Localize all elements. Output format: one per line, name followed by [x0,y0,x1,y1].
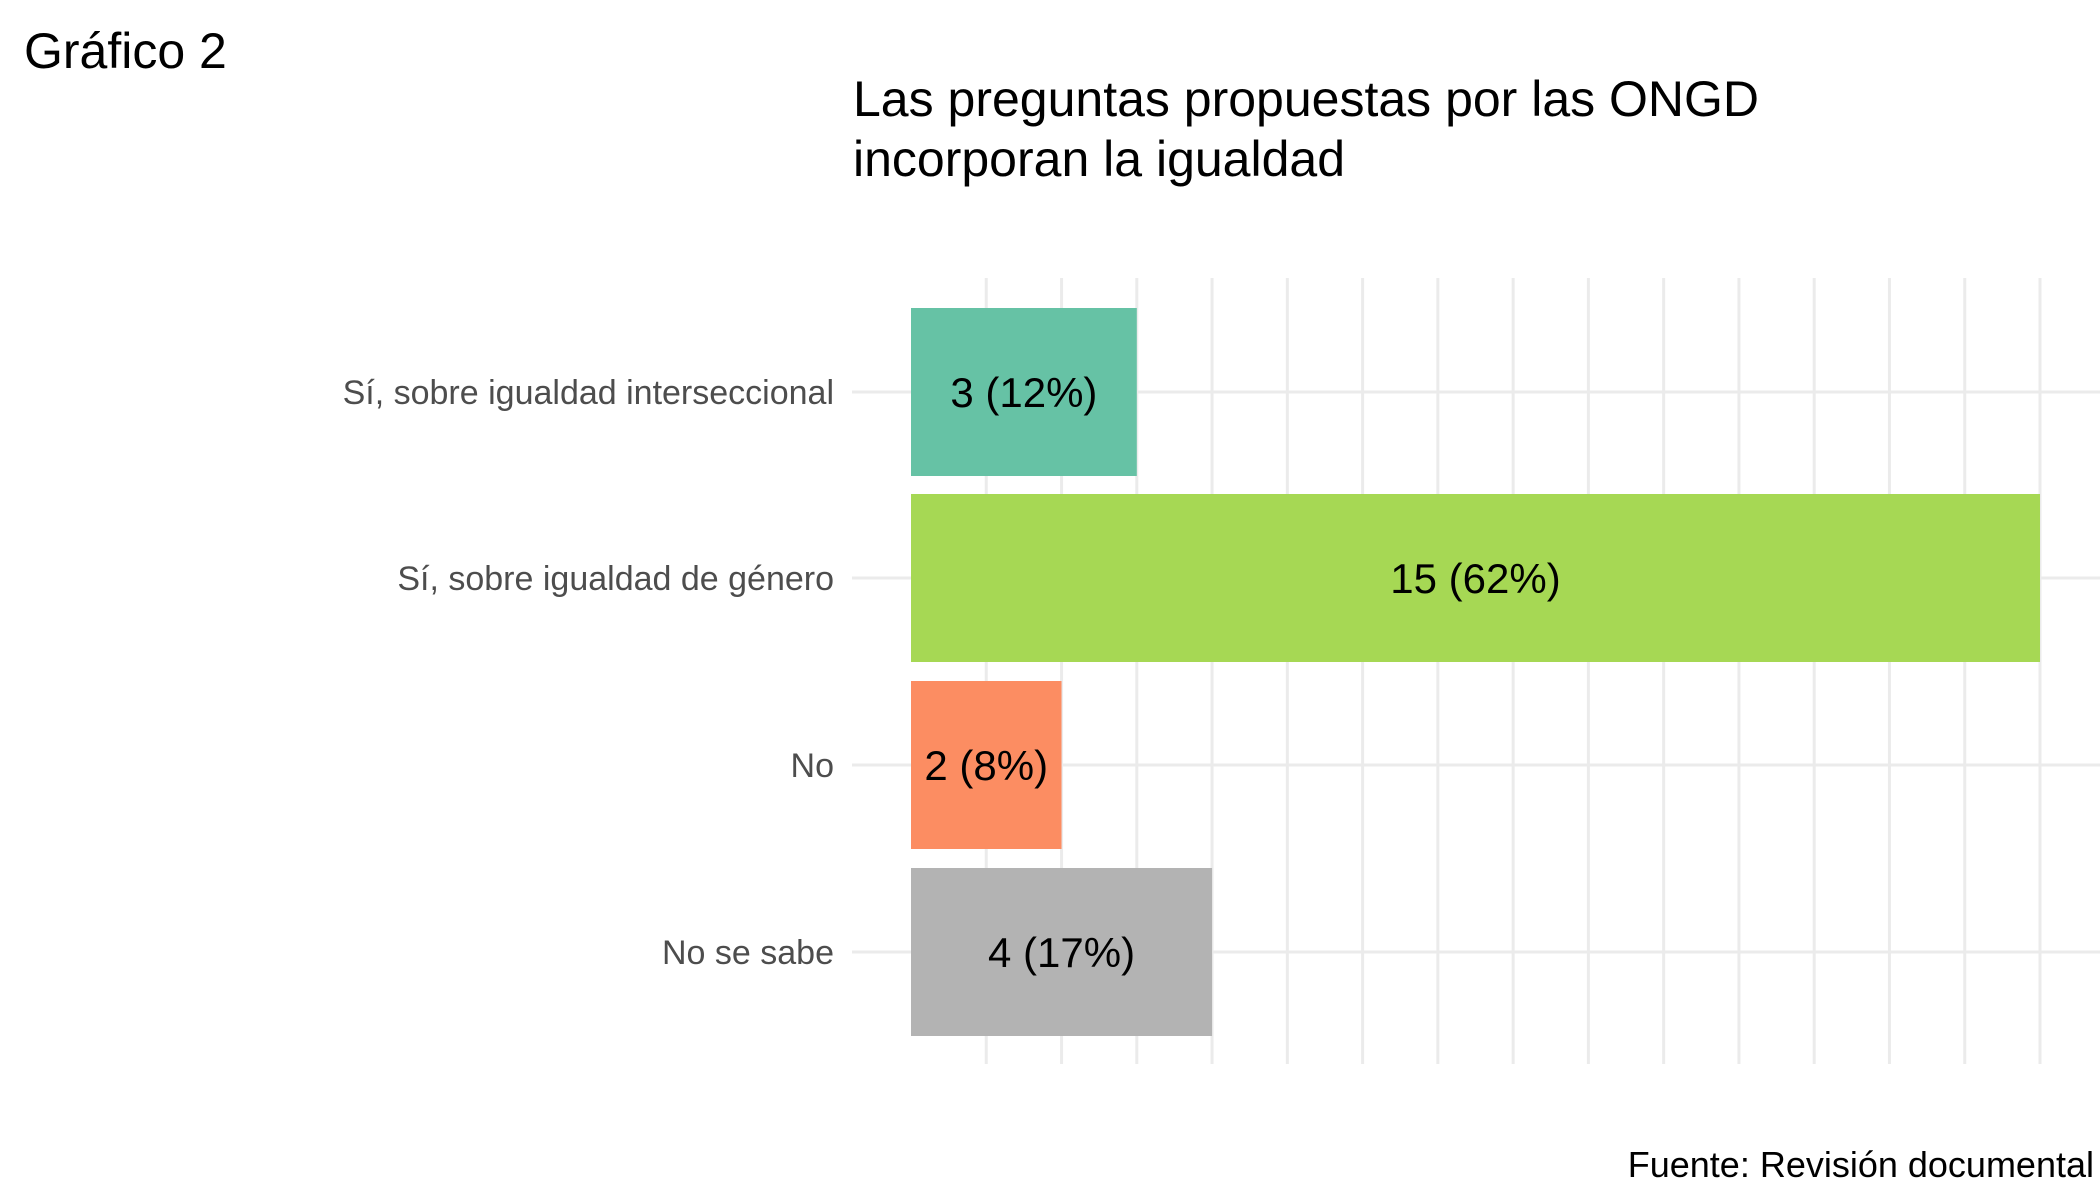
plot-panel: 3 (12%) 15 (62%) 2 (8%) 4 (17%) Sí, sobre i… [343,278,2100,1064]
source-caption: Fuente: Revisión documental [1628,1144,2094,1185]
bar-value-label: 3 (12%) [950,369,1097,416]
category-labels: Sí, sobre igualdad interseccional Sí, sob… [343,374,834,972]
bar [911,494,2040,662]
figure-label: Gráfico 2 [24,23,227,79]
bar [911,308,1137,476]
chart-title-line-2: incorporan la igualdad [853,131,1345,187]
category-label: No se sabe [662,934,834,972]
category-label: Sí, sobre igualdad interseccional [343,374,834,412]
bars [911,308,2040,1036]
chart-title: Las preguntas propuestas por las ONGD in… [853,71,1773,187]
chart-title-line-1: Las preguntas propuestas por las ONGD [853,71,1759,127]
bar-value-label: 2 (8%) [924,742,1048,789]
bar [911,681,1062,849]
category-label: No [791,747,834,785]
bar [911,868,1213,1036]
bar-value-label: 15 (62%) [1390,555,1560,602]
data-labels: 3 (12%) 15 (62%) 2 (8%) 4 (17%) [924,369,1560,976]
bar-value-label: 4 (17%) [988,929,1135,976]
category-label: Sí, sobre igualdad de género [397,560,834,598]
